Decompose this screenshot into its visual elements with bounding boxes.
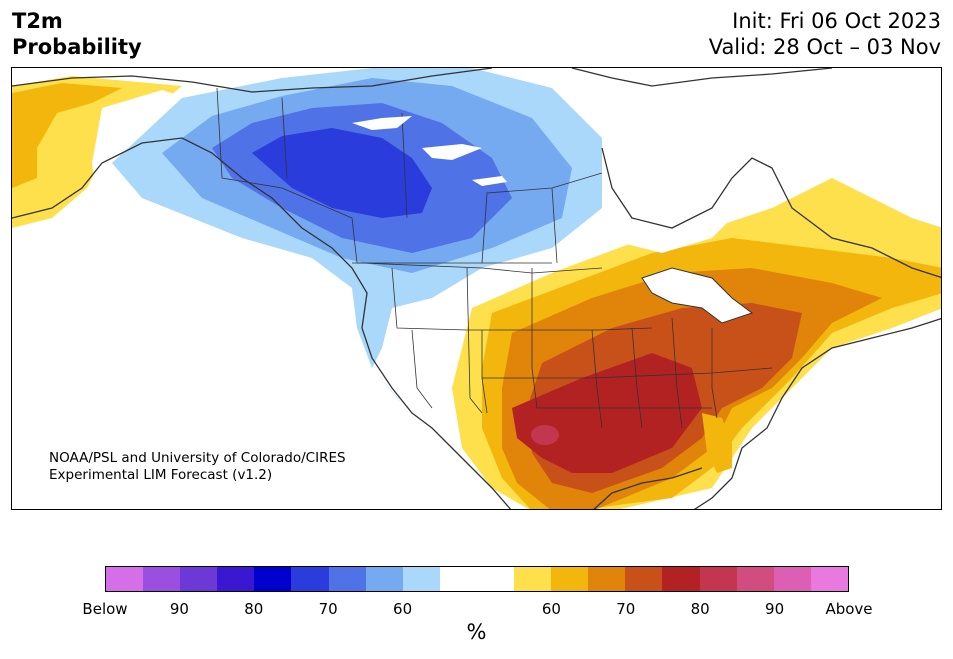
- state-borders: [216, 87, 773, 429]
- forecast-info: Init: Fri 06 Oct 2023 Valid: 28 Oct – 03…: [709, 8, 941, 60]
- colorbar-tick-label: 90: [765, 600, 785, 618]
- colorbar-segment: [365, 567, 403, 591]
- alaska-warm-core: [12, 83, 122, 188]
- colorbar-segment: [625, 567, 663, 591]
- colorbar-segment: [810, 567, 848, 591]
- colorbar-segment: [476, 567, 515, 591]
- colorbar-segment: [143, 567, 181, 591]
- florida-warm: [702, 413, 732, 473]
- arctic-islands: [352, 116, 507, 186]
- colorbar-segment: [291, 567, 329, 591]
- colorbar-segment: [514, 567, 552, 591]
- colorbar-segment: [588, 567, 626, 591]
- title-variable: T2m: [12, 9, 63, 33]
- colorbar-ticks: Below 90 80 70 60 60 70 80 90 Above: [0, 600, 953, 620]
- colorbar-tick-label: 70: [616, 600, 636, 618]
- probability-map: [12, 68, 941, 509]
- init-date: Init: Fri 06 Oct 2023: [732, 9, 941, 33]
- great-lakes: [641, 267, 754, 324]
- colorbar-tick-label: 80: [690, 600, 710, 618]
- colorbar-tick-label: 60: [393, 600, 413, 618]
- colorbar-tick-label: 60: [541, 600, 561, 618]
- coastlines: [12, 68, 941, 509]
- cold-zone-90: [252, 128, 432, 218]
- colorbar-segment: [439, 567, 477, 591]
- colorbar-segment: [328, 567, 366, 591]
- credit-line-1: NOAA/PSL and University of Colorado/CIRE…: [49, 450, 346, 466]
- map-panel: [11, 67, 942, 510]
- colorbar-tick-label: Below: [82, 600, 128, 618]
- colorbar-segment: [254, 567, 292, 591]
- credit-text: NOAA/PSL and University of Colorado/CIRE…: [49, 450, 346, 484]
- colorbar-tick-label: Above: [825, 600, 873, 618]
- map-title: T2m Probability: [12, 8, 142, 60]
- colorbar-segment: [773, 567, 811, 591]
- hudson-bay: [602, 178, 732, 253]
- colorbar-unit: %: [466, 620, 487, 644]
- colorbar-segment: [180, 567, 218, 591]
- colorbar-segment: [699, 567, 737, 591]
- valid-range: Valid: 28 Oct – 03 Nov: [708, 35, 941, 59]
- colorbar-segment: [662, 567, 700, 591]
- colorbar-segment: [217, 567, 255, 591]
- title-subtitle: Probability: [12, 35, 142, 59]
- colorbar-tick-label: 90: [169, 600, 189, 618]
- colorbar-segment: [736, 567, 774, 591]
- warm-zone-peak: [531, 425, 559, 445]
- colorbar-tick-label: 70: [318, 600, 338, 618]
- probability-colorbar: [105, 566, 849, 592]
- warm-zone-90: [512, 353, 702, 473]
- colorbar-segment: [551, 567, 589, 591]
- colorbar-segment: [106, 567, 144, 591]
- colorbar-tick-label: 80: [244, 600, 264, 618]
- colorbar-segment: [402, 567, 440, 591]
- credit-line-2: Experimental LIM Forecast (v1.2): [49, 467, 273, 483]
